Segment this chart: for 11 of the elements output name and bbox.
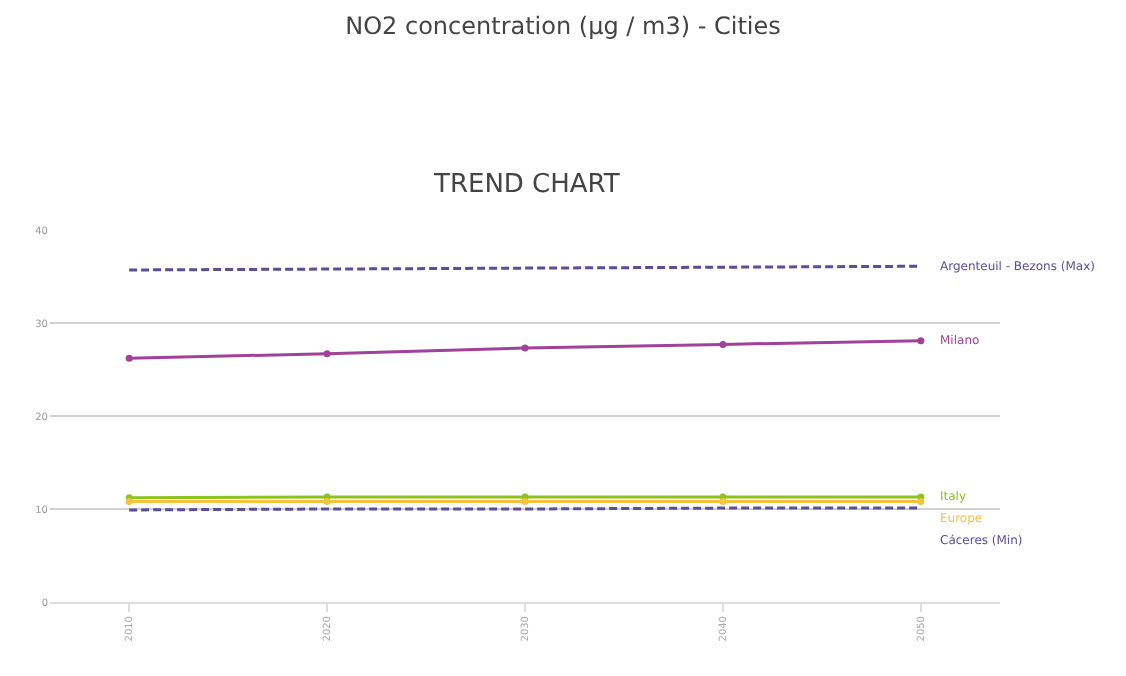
point <box>917 337 925 345</box>
point <box>521 344 529 352</box>
point <box>719 498 727 506</box>
point <box>323 350 331 358</box>
chart-title: NO2 concentration (µg / m3) - Cities <box>345 12 781 41</box>
point <box>719 340 727 348</box>
point <box>917 498 925 506</box>
chart-subtitle: TREND CHART <box>432 170 620 200</box>
point <box>323 498 331 506</box>
point <box>521 498 529 506</box>
point <box>125 354 133 362</box>
